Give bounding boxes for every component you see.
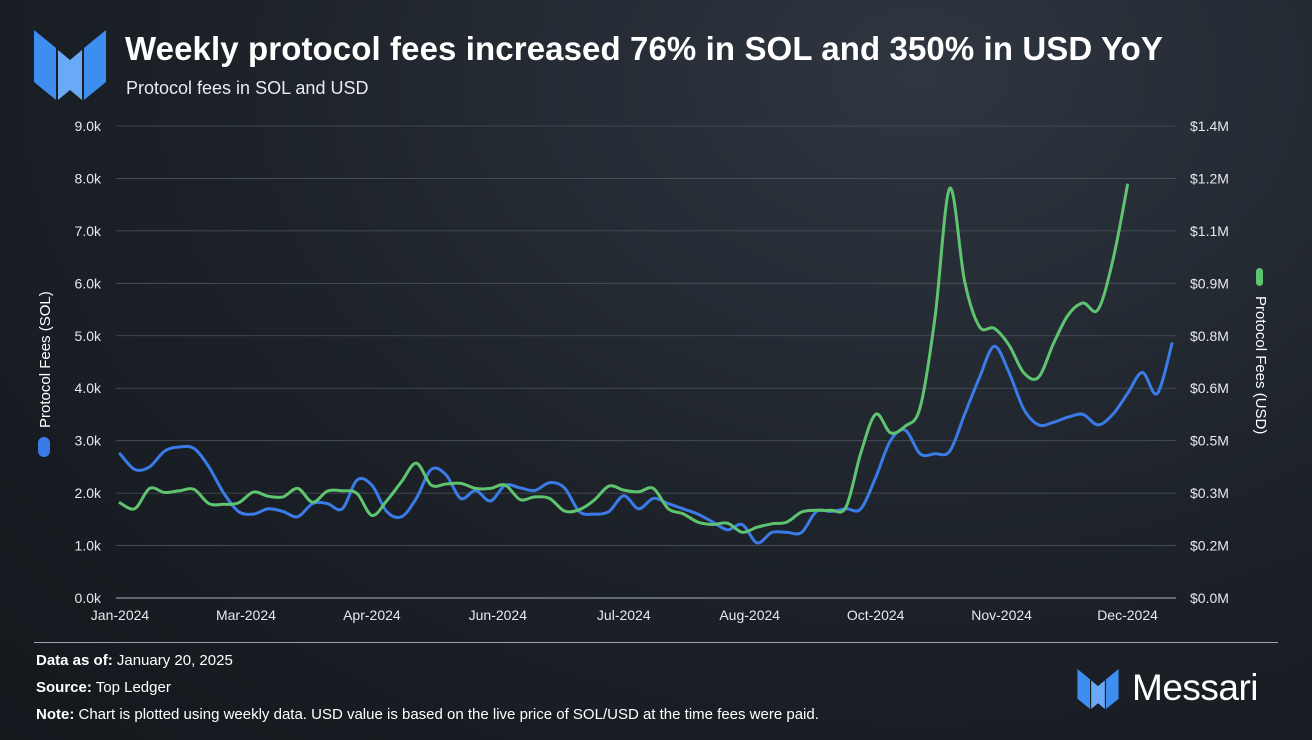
y-right-tick-label: $0.8M bbox=[1190, 328, 1229, 344]
data-as-of-value: January 20, 2025 bbox=[116, 652, 233, 669]
right-axis-legend: Protocol Fees (USD) bbox=[1252, 268, 1269, 434]
y-right-axis-label: Protocol Fees (USD) bbox=[1252, 296, 1269, 434]
note-value: Chart is plotted using weekly data. USD … bbox=[78, 706, 819, 723]
left-axis-legend: Protocol Fees (SOL) bbox=[37, 291, 54, 457]
chart-gridlines bbox=[116, 125, 1176, 599]
chart-series bbox=[118, 183, 1174, 545]
messari-logo-icon bbox=[34, 30, 106, 100]
y-right-tick-label: $0.6M bbox=[1190, 380, 1229, 396]
messari-brand-icon bbox=[1077, 669, 1119, 709]
footer-divider bbox=[34, 642, 1278, 643]
y-axis-left-ticks: 0.0k 1.0k 2.0k 3.0k 4.0k 5.0k 6.0k 7.0k 8.0k 9.0k bbox=[75, 118, 102, 606]
y-right-tick-label: $0.0M bbox=[1190, 590, 1229, 606]
note-label: Note: bbox=[36, 706, 75, 723]
y-right-tick-label: $1.4M bbox=[1190, 118, 1229, 134]
sol-legend-swatch bbox=[38, 437, 50, 457]
x-axis-ticks: Jan-2024 Mar-2024 Apr-2024 Jun-2024 Jul-2024… bbox=[91, 607, 1158, 623]
y-axis-right-ticks: $0.0M $0.2M $0.3M $0.5M $0.6M $0.8M $0.9M $1.1M… bbox=[1190, 118, 1229, 606]
usd-series-line bbox=[118, 183, 1129, 534]
y-right-tick-label: $0.2M bbox=[1190, 538, 1229, 554]
y-left-tick-label: 6.0k bbox=[75, 275, 102, 291]
y-left-axis-label: Protocol Fees (SOL) bbox=[37, 291, 54, 428]
usd-legend-swatch bbox=[1256, 268, 1263, 286]
y-left-tick-label: 5.0k bbox=[75, 328, 102, 344]
y-left-tick-label: 8.0k bbox=[75, 170, 102, 186]
x-tick-label: Mar-2024 bbox=[216, 607, 276, 623]
x-tick-label: Jan-2024 bbox=[91, 607, 150, 623]
source-value: Top Ledger bbox=[95, 679, 171, 696]
y-left-tick-label: 3.0k bbox=[75, 433, 102, 449]
x-tick-label: Apr-2024 bbox=[343, 607, 401, 623]
y-right-tick-label: $1.2M bbox=[1190, 170, 1229, 186]
footer-note: Note: Chart is plotted using weekly data… bbox=[36, 706, 819, 723]
x-tick-label: Oct-2024 bbox=[847, 607, 905, 623]
y-left-tick-label: 2.0k bbox=[75, 485, 102, 501]
y-left-tick-label: 9.0k bbox=[75, 118, 102, 134]
chart-subtitle: Protocol fees in SOL and USD bbox=[126, 78, 369, 98]
data-as-of-label: Data as of: bbox=[36, 652, 113, 669]
y-left-tick-label: 1.0k bbox=[75, 538, 102, 554]
x-tick-label: Dec-2024 bbox=[1097, 607, 1158, 623]
sol-series-line bbox=[118, 342, 1174, 545]
y-right-tick-label: $0.9M bbox=[1190, 275, 1229, 291]
x-tick-label: Nov-2024 bbox=[971, 607, 1032, 623]
chart-title: Weekly protocol fees increased 76% in SO… bbox=[125, 30, 1164, 67]
x-tick-label: Aug-2024 bbox=[719, 607, 780, 623]
source-label: Source: bbox=[36, 679, 92, 696]
y-left-tick-label: 0.0k bbox=[75, 590, 102, 606]
y-right-tick-label: $1.1M bbox=[1190, 223, 1229, 239]
y-left-tick-label: 4.0k bbox=[75, 380, 102, 396]
x-tick-label: Jun-2024 bbox=[469, 607, 528, 623]
y-right-tick-label: $0.3M bbox=[1190, 485, 1229, 501]
messari-wordmark: Messari bbox=[1132, 667, 1259, 708]
y-right-tick-label: $0.5M bbox=[1190, 433, 1229, 449]
footer-data-as-of: Data as of: January 20, 2025 bbox=[36, 652, 233, 669]
x-tick-label: Jul-2024 bbox=[597, 607, 651, 623]
y-left-tick-label: 7.0k bbox=[75, 223, 102, 239]
footer-source: Source: Top Ledger bbox=[36, 679, 171, 696]
